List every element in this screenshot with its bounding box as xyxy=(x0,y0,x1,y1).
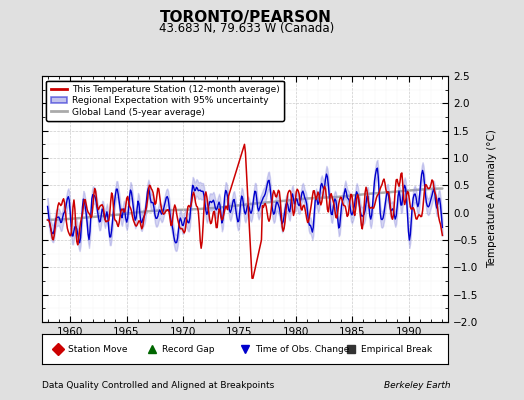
Text: TORONTO/PEARSON: TORONTO/PEARSON xyxy=(160,10,332,25)
Text: Station Move: Station Move xyxy=(68,344,128,354)
Y-axis label: Temperature Anomaly (°C): Temperature Anomaly (°C) xyxy=(487,130,497,268)
Legend: This Temperature Station (12-month average), Regional Expectation with 95% uncer: This Temperature Station (12-month avera… xyxy=(47,80,284,121)
Text: Data Quality Controlled and Aligned at Breakpoints: Data Quality Controlled and Aligned at B… xyxy=(42,381,274,390)
Text: Record Gap: Record Gap xyxy=(162,344,214,354)
Text: 43.683 N, 79.633 W (Canada): 43.683 N, 79.633 W (Canada) xyxy=(159,22,334,35)
Text: Berkeley Earth: Berkeley Earth xyxy=(384,381,451,390)
Text: Time of Obs. Change: Time of Obs. Change xyxy=(255,344,350,354)
Text: Empirical Break: Empirical Break xyxy=(361,344,432,354)
